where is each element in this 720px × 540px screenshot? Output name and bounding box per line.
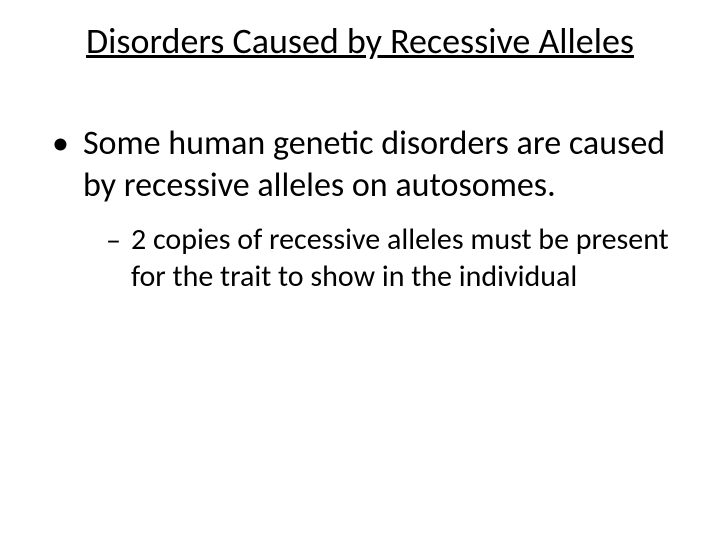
dash-marker-icon: – [106, 222, 121, 260]
bullet-text: Some human genetic disorders are caused … [83, 123, 680, 206]
bullet-item-level2: – 2 copies of recessive alleles must be … [106, 222, 680, 295]
slide-title: Disorders Caused by Recessive Alleles [60, 20, 660, 63]
bullet-text: 2 copies of recessive alleles must be pr… [131, 222, 680, 295]
bullet-marker-icon: • [52, 123, 69, 166]
bullet-item-level1: • Some human genetic disorders are cause… [52, 123, 680, 206]
slide-container: Disorders Caused by Recessive Alleles • … [0, 0, 720, 540]
